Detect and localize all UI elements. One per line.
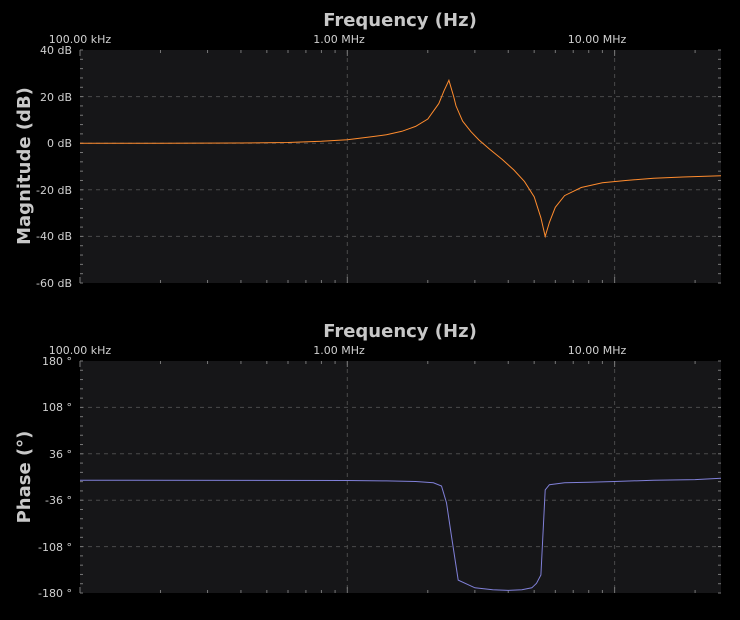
magnitude-x-tick-label: 10.00 MHz: [568, 33, 627, 46]
phase-minor-ticks: [79, 360, 721, 594]
phase-y-tick-label: -180 °: [38, 587, 72, 600]
phase-trace: [79, 477, 722, 591]
phase-panel: Frequency (Hz) Phase (°) 100.00 kHz 1.00…: [14, 321, 722, 600]
magnitude-y-tick-label: 40 dB: [40, 44, 72, 57]
phase-y-axis-title: Phase (°): [14, 431, 35, 524]
magnitude-y-tick-label: -40 dB: [36, 230, 72, 243]
magnitude-plot-area[interactable]: [80, 50, 721, 283]
phase-x-tick-label: 10.00 MHz: [568, 344, 627, 357]
phase-plot-area[interactable]: [80, 361, 721, 593]
magnitude-y-tick-label: 0 dB: [47, 137, 72, 150]
magnitude-x-tick-label: 100.00 kHz: [49, 33, 112, 46]
phase-x-tick-label: 1.00 MHz: [313, 344, 365, 357]
phase-y-tick-label: -36 °: [45, 494, 72, 507]
phase-y-tick-label: 36 °: [49, 448, 72, 461]
phase-y-tick-label: -108 °: [38, 541, 72, 554]
phase-y-tick-label: 108 °: [42, 401, 72, 414]
phase-x-axis-title: Frequency (Hz): [323, 321, 477, 342]
magnitude-y-tick-label: -20 dB: [36, 184, 72, 197]
magnitude-y-tick-label: -60 dB: [36, 277, 72, 290]
magnitude-x-axis-title: Frequency (Hz): [323, 10, 477, 31]
magnitude-panel: Frequency (Hz) Magnitude (dB) 100.00 kHz…: [14, 10, 722, 290]
magnitude-y-axis-title: Magnitude (dB): [14, 87, 35, 245]
phase-y-tick-label: 180 °: [42, 355, 72, 368]
magnitude-y-tick-label: 20 dB: [40, 91, 72, 104]
magnitude-minor-ticks: [79, 49, 721, 284]
magnitude-x-tick-label: 1.00 MHz: [313, 33, 365, 46]
phase-grid: [80, 361, 721, 593]
phase-x-tick-label: 100.00 kHz: [49, 344, 112, 357]
magnitude-trace: [80, 78, 722, 239]
